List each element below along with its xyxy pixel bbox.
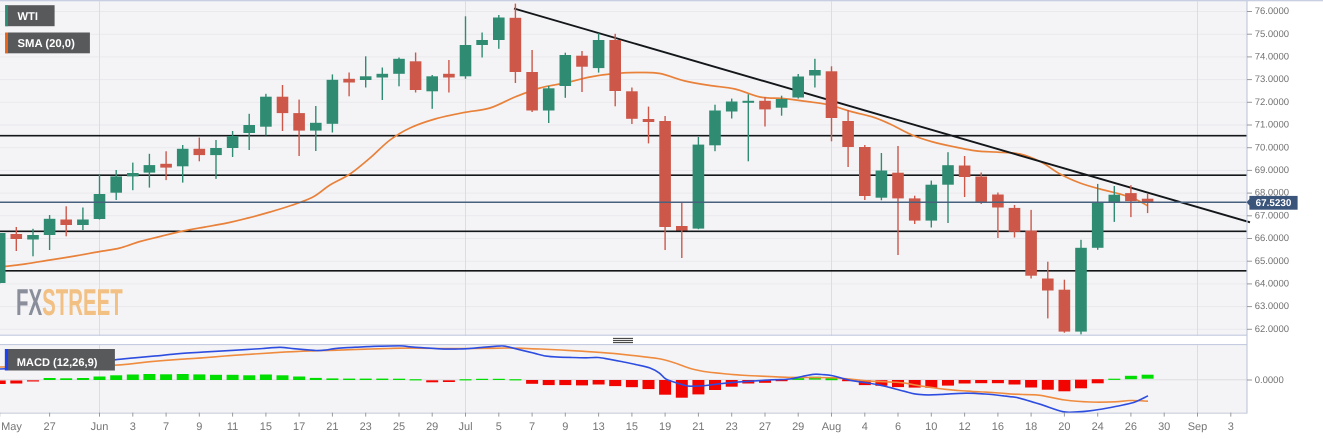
svg-text:15: 15 [626,421,638,433]
svg-text:11: 11 [227,421,238,433]
svg-text:27: 27 [43,421,55,433]
svg-text:69.0000: 69.0000 [1255,165,1289,176]
svg-text:May: May [1,421,22,433]
svg-text:3: 3 [1228,421,1234,433]
svg-text:70.0000: 70.0000 [1255,142,1289,153]
svg-text:MACD (12,26,9): MACD (12,26,9) [17,357,98,369]
svg-text:SMA (20,0): SMA (20,0) [18,38,76,50]
svg-text:18: 18 [1025,421,1037,433]
svg-text:17: 17 [293,421,305,433]
svg-text:20: 20 [1058,421,1070,433]
svg-text:76.0000: 76.0000 [1255,6,1289,17]
svg-text:65.0000: 65.0000 [1255,256,1289,267]
svg-text:24: 24 [1092,421,1104,433]
svg-text:Aug: Aug [822,421,842,433]
svg-text:63.0000: 63.0000 [1255,301,1289,312]
svg-text:7: 7 [163,421,169,433]
svg-text:7: 7 [529,421,535,433]
svg-text:3: 3 [130,421,136,433]
svg-text:21: 21 [326,421,338,433]
svg-text:23: 23 [360,421,372,433]
svg-text:Jul: Jul [458,421,472,433]
svg-text:19: 19 [659,421,671,433]
svg-text:13: 13 [592,421,604,433]
svg-text:23: 23 [726,421,738,433]
svg-text:9: 9 [196,421,202,433]
svg-text:64.0000: 64.0000 [1255,279,1289,290]
svg-text:12: 12 [958,421,970,433]
svg-text:67.5230: 67.5230 [1256,198,1292,209]
svg-text:29: 29 [792,421,804,433]
svg-text:30: 30 [1158,421,1170,433]
svg-text:16: 16 [992,421,1004,433]
svg-text:FXSTREET: FXSTREET [16,281,123,323]
svg-text:71.0000: 71.0000 [1255,120,1289,131]
svg-text:10: 10 [925,421,937,433]
svg-text:0.0000: 0.0000 [1255,375,1284,386]
svg-text:5: 5 [496,421,502,433]
svg-text:74.0000: 74.0000 [1255,52,1289,63]
svg-text:68.0000: 68.0000 [1255,188,1289,199]
svg-text:WTI: WTI [18,11,39,23]
svg-text:66.0000: 66.0000 [1255,233,1289,244]
svg-text:25: 25 [393,421,405,433]
svg-text:21: 21 [692,421,704,433]
svg-text:75.0000: 75.0000 [1255,29,1289,40]
svg-text:26: 26 [1125,421,1137,433]
svg-text:29: 29 [426,421,438,433]
svg-text:4: 4 [862,421,868,433]
svg-text:72.0000: 72.0000 [1255,97,1289,108]
svg-text:Jun: Jun [91,421,109,433]
svg-text:73.0000: 73.0000 [1255,74,1289,85]
svg-text:6: 6 [895,421,901,433]
svg-text:62.0000: 62.0000 [1255,324,1289,335]
svg-text:67.0000: 67.0000 [1255,210,1289,221]
svg-text:9: 9 [562,421,568,433]
svg-text:Sep: Sep [1188,421,1208,433]
svg-text:15: 15 [260,421,272,433]
svg-text:27: 27 [759,421,771,433]
